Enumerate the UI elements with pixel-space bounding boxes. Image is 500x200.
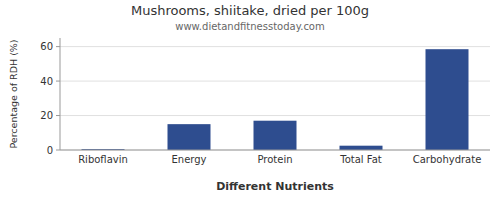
x-tick-label: Protein (257, 154, 292, 165)
subtitle: www.dietandfitnesstoday.com (175, 21, 324, 32)
y-tick (56, 46, 60, 47)
title: Mushrooms, shiitake, dried per 100g (131, 3, 369, 18)
y-axis-line (60, 38, 61, 150)
x-axis-label: Different Nutrients (216, 180, 334, 193)
y-tick-label: 60 (40, 41, 53, 52)
bar (168, 124, 211, 150)
grid-line (60, 46, 490, 47)
bar (340, 146, 383, 150)
y-tick (56, 81, 60, 82)
bars (82, 49, 469, 150)
y-grid (60, 47, 490, 150)
y-axis-label: Percentage of RDH (%) (8, 39, 19, 148)
x-tick-label: Energy (171, 154, 206, 165)
x-tick-label: Total Fat (339, 154, 381, 165)
grid-line (60, 150, 490, 151)
y-tick-label: 0 (47, 145, 53, 156)
chart-container: Mushrooms, shiitake, dried per 100g www.d… (0, 0, 500, 200)
y-tick (56, 150, 60, 151)
bar (254, 121, 297, 150)
x-tick-label: Riboflavin (78, 154, 128, 165)
y-tick-label: 40 (40, 76, 53, 87)
x-axis-line (60, 150, 490, 151)
chart-svg: Mushrooms, shiitake, dried per 100g www.d… (0, 0, 500, 200)
y-tick-label: 20 (40, 110, 53, 121)
y-tick (56, 115, 60, 116)
x-tick-label: Carbohydrate (413, 154, 482, 165)
bar (426, 49, 469, 150)
